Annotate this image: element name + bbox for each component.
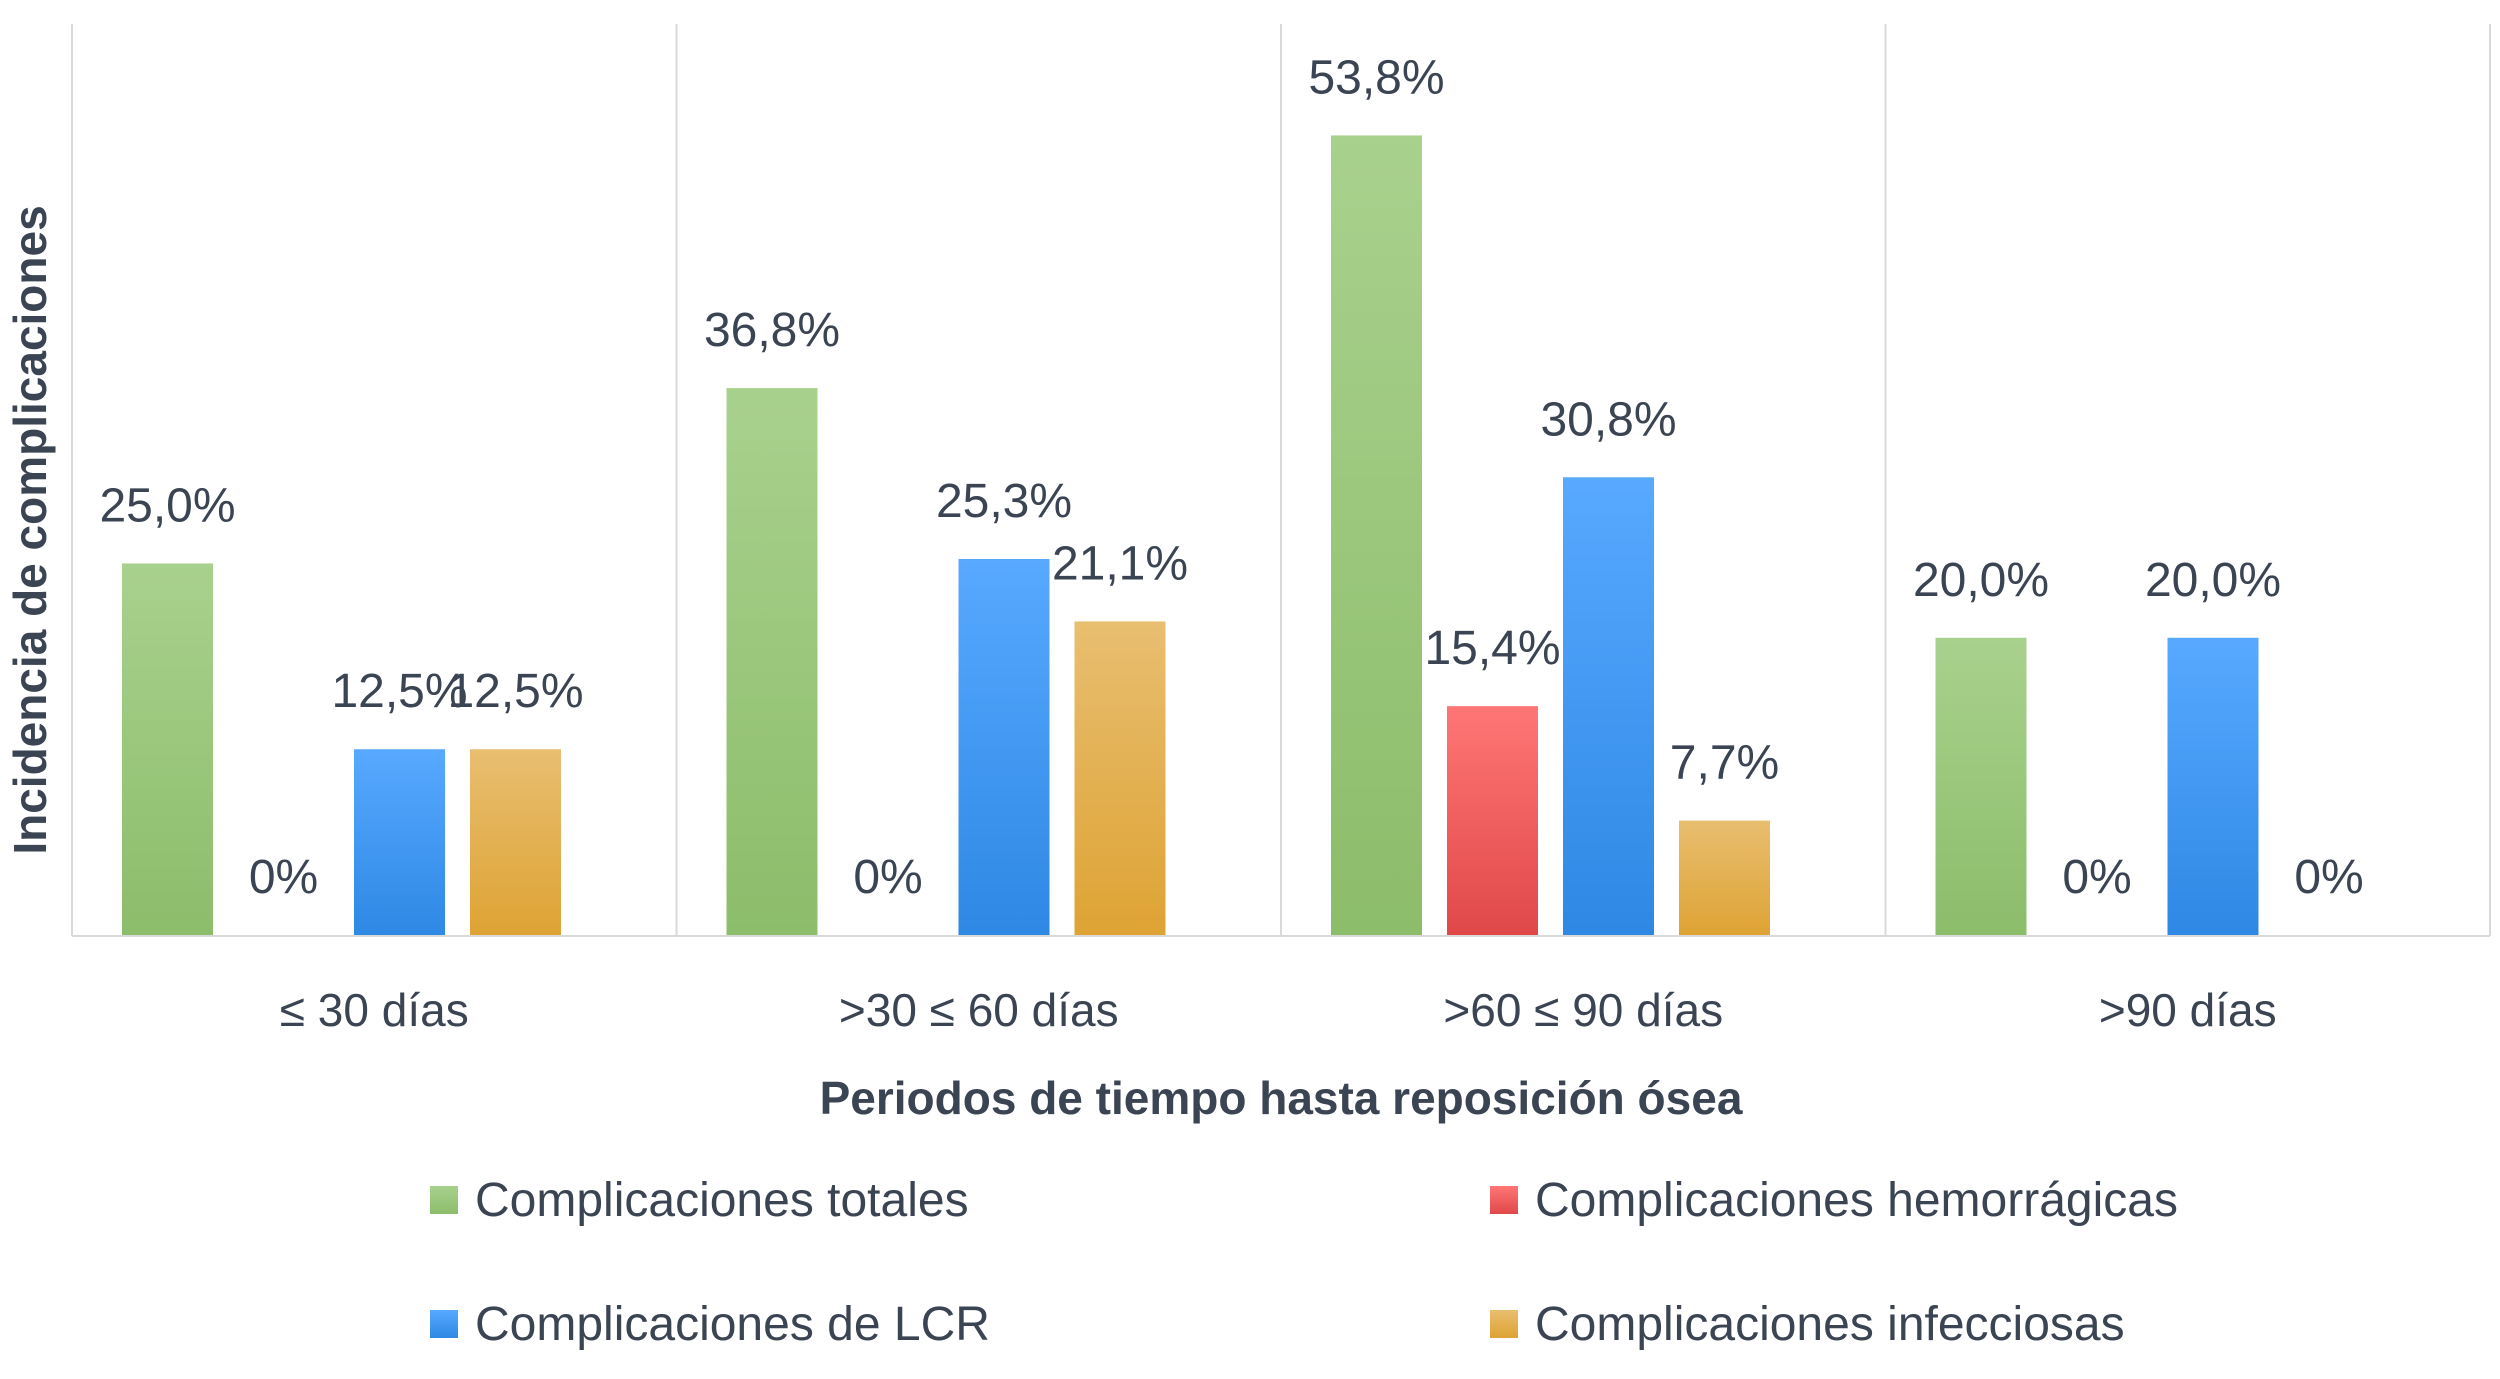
- data-label: 0%: [2294, 851, 2363, 904]
- data-label: 20,0%: [1913, 554, 2049, 607]
- bar-complicaciones-de-lcr: [958, 559, 1050, 935]
- x-tick-label: ≤ 30 días: [280, 984, 469, 1036]
- bar-complicaciones-totales: [1935, 637, 2027, 935]
- bar-complicaciones-infecciosas: [1679, 820, 1770, 935]
- legend-swatch: [1490, 1186, 1518, 1214]
- data-label: 0%: [2062, 851, 2131, 904]
- bar-complicaciones-hemorrágicas: [1447, 706, 1538, 935]
- data-label: 21,1%: [1052, 537, 1188, 590]
- x-tick-label: >30 ≤ 60 días: [839, 984, 1119, 1036]
- x-axis-title: Periodos de tiempo hasta reposición ósea: [820, 1072, 1743, 1124]
- legend-item: Complicaciones hemorrágicas: [1490, 1174, 2178, 1227]
- bar-complicaciones-de-lcr: [354, 749, 445, 935]
- legend-swatch: [430, 1186, 458, 1214]
- data-label: 36,8%: [704, 304, 840, 357]
- data-label: 15,4%: [1424, 622, 1560, 675]
- legend-swatch: [1490, 1310, 1518, 1338]
- bar-complicaciones-infecciosas: [1074, 621, 1166, 935]
- data-label: 53,8%: [1308, 51, 1444, 104]
- x-tick-label: >90 días: [2099, 984, 2277, 1036]
- data-label: 20,0%: [2145, 554, 2281, 607]
- data-label: 12,5%: [447, 665, 583, 718]
- bar-complicaciones-totales: [1331, 135, 1422, 936]
- legend-swatch: [430, 1310, 458, 1338]
- legend-label: Complicaciones infecciosas: [1535, 1298, 2125, 1351]
- plot-area: ≤ 30 días 25,0% 0% 12,5%12,5% >30 ≤ 60 días 3…: [71, 24, 2491, 1036]
- legend-label: Complicaciones totales: [475, 1174, 969, 1227]
- bar-complicaciones-totales: [726, 388, 818, 935]
- legend-item: Complicaciones de LCR: [430, 1298, 990, 1351]
- data-label: 25,0%: [99, 479, 235, 532]
- data-label: 25,3%: [936, 475, 1072, 528]
- legend-item: Complicaciones infecciosas: [1490, 1298, 2125, 1351]
- bar-complicaciones-infecciosas: [470, 749, 561, 935]
- legend: Complicaciones totales Complicaciones hem…: [430, 1174, 2178, 1351]
- bar-complicaciones-totales: [122, 563, 213, 935]
- legend-label: Complicaciones hemorrágicas: [1535, 1174, 2178, 1227]
- legend-label: Complicaciones de LCR: [475, 1298, 990, 1351]
- data-label: 7,7%: [1670, 737, 1779, 790]
- data-label: 0%: [249, 851, 318, 904]
- bar-complicaciones-de-lcr: [2167, 637, 2259, 935]
- data-label: 30,8%: [1540, 393, 1676, 446]
- y-axis-title: Incidencia de complicaciones: [4, 205, 56, 854]
- bar-complicaciones-de-lcr: [1563, 477, 1654, 935]
- legend-item: Complicaciones totales: [430, 1174, 969, 1227]
- x-tick-label: >60 ≤ 90 días: [1443, 984, 1723, 1036]
- data-label: 0%: [853, 851, 922, 904]
- data-label: 12,5%: [331, 665, 467, 718]
